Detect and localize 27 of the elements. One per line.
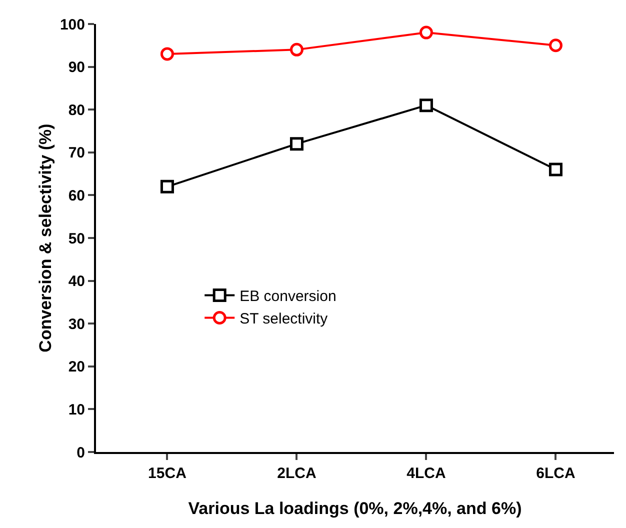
x-tick-label: 6LCA bbox=[536, 465, 576, 482]
x-tick-label: 15CA bbox=[148, 465, 187, 482]
y-tick-label: 80 bbox=[68, 102, 85, 119]
y-tick-label: 40 bbox=[68, 273, 85, 290]
point bbox=[548, 38, 562, 52]
point bbox=[419, 98, 433, 112]
y-tick-label: 30 bbox=[68, 316, 85, 333]
point bbox=[160, 47, 174, 61]
x-tick-label: 4LCA bbox=[406, 465, 446, 482]
x-axis-title: Various La loadings (0%, 2%,4%, and 6%) bbox=[188, 499, 522, 518]
y-tick-label: 0 bbox=[76, 444, 85, 462]
x-tick-label: 2LCA bbox=[277, 465, 316, 482]
legend-label: ST selectivity bbox=[240, 310, 328, 328]
point bbox=[548, 162, 562, 176]
y-tick-label: 20 bbox=[68, 358, 85, 376]
point bbox=[419, 26, 433, 40]
legend-label: EB conversion bbox=[240, 288, 336, 306]
y-tick-label: 50 bbox=[68, 230, 85, 248]
y-axis-title: Conversion & selectivity (%) bbox=[36, 124, 55, 352]
y-tick-label: 70 bbox=[68, 144, 85, 162]
point bbox=[290, 42, 304, 56]
point bbox=[160, 180, 174, 194]
y-tick-label: 60 bbox=[68, 187, 85, 204]
y-tick-label: 10 bbox=[68, 401, 85, 418]
y-tick-label: 100 bbox=[60, 16, 85, 34]
y-tick-label: 90 bbox=[68, 59, 85, 76]
point bbox=[290, 137, 304, 151]
